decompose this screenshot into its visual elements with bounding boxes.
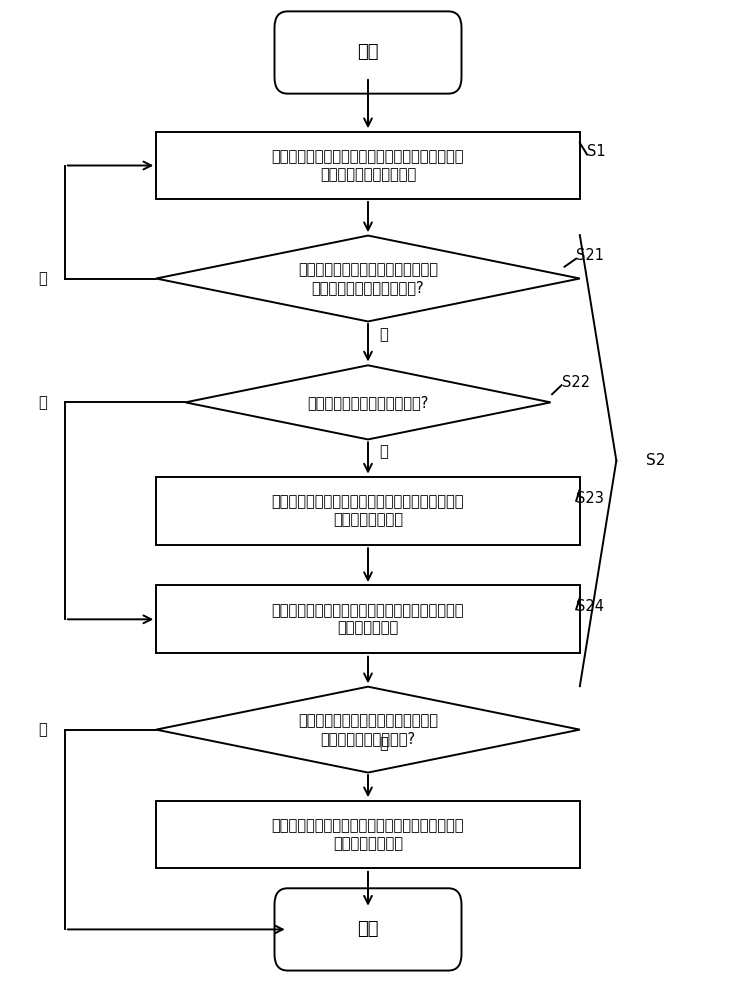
Text: 是: 是 xyxy=(379,327,388,342)
Text: 主控制器通过数据转接模块实时接收隔直设备发送
到接入总线中的状态信息: 主控制器通过数据转接模块实时接收隔直设备发送 到接入总线中的状态信息 xyxy=(272,149,464,182)
Text: 开始: 开始 xyxy=(357,43,379,62)
Text: 主控制器发送指令触发已经动作的隔直设备的接地
刀闸进入闭合状态: 主控制器发送指令触发已经动作的隔直设备的接地 刀闸进入闭合状态 xyxy=(272,818,464,851)
FancyBboxPatch shape xyxy=(275,888,461,971)
Text: S2: S2 xyxy=(645,453,665,468)
Text: 中性点直流电流小于保护限值?: 中性点直流电流小于保护限值? xyxy=(308,395,428,410)
Text: 是: 是 xyxy=(379,445,388,460)
Bar xyxy=(156,477,580,545)
Text: 预设延时时间内接收的各个隔直设备
的接地刀闸状态不完全一致?: 预设延时时间内接收的各个隔直设备 的接地刀闸状态不完全一致? xyxy=(298,262,438,295)
Text: 结束: 结束 xyxy=(357,920,379,938)
Text: 预设延时时间之后各个隔直设备的接
地刀闸状态不完全一致?: 预设延时时间之后各个隔直设备的接 地刀闸状态不完全一致? xyxy=(298,713,438,746)
Text: 是: 是 xyxy=(379,737,388,752)
Text: 主控制器发送指令触发已经动作的隔直设备的接地
刀闸进入闭合状态: 主控制器发送指令触发已经动作的隔直设备的接地 刀闸进入闭合状态 xyxy=(272,495,464,527)
Bar xyxy=(156,585,580,653)
Text: S22: S22 xyxy=(562,375,590,390)
Bar xyxy=(156,801,580,868)
Text: 主控制器发送指令触发未动作的隔直设备的接地刀
闸进入打开状态: 主控制器发送指令触发未动作的隔直设备的接地刀 闸进入打开状态 xyxy=(272,603,464,636)
Text: 否: 否 xyxy=(38,271,47,286)
FancyBboxPatch shape xyxy=(275,11,461,94)
Bar xyxy=(156,132,580,199)
Polygon shape xyxy=(185,365,551,439)
Text: S1: S1 xyxy=(587,144,606,159)
Polygon shape xyxy=(156,687,580,773)
Text: 否: 否 xyxy=(38,395,47,410)
Text: S23: S23 xyxy=(576,491,604,506)
Text: 否: 否 xyxy=(38,722,47,737)
Text: S21: S21 xyxy=(576,248,604,263)
Text: S24: S24 xyxy=(576,599,604,614)
Polygon shape xyxy=(156,236,580,321)
